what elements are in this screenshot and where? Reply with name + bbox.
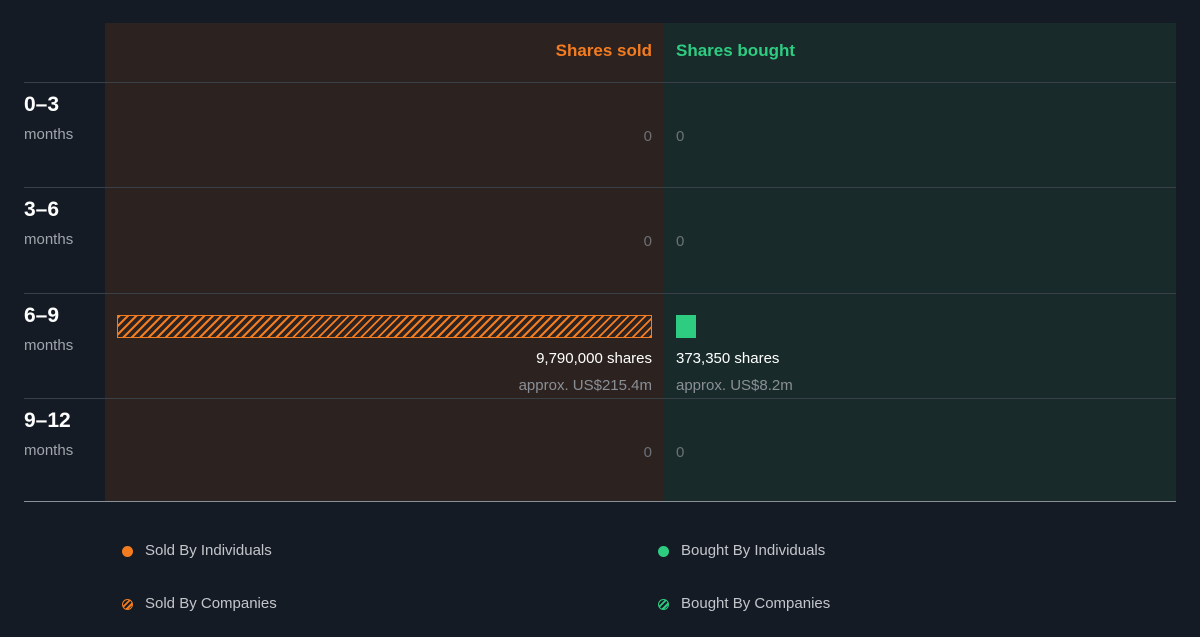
hatched-dot-icon: [658, 598, 669, 610]
bought-zero-value: 0: [676, 128, 685, 145]
bought-panel: [664, 23, 1176, 501]
bought-zero-value: 0: [676, 444, 685, 461]
bought-bar: [676, 315, 696, 338]
legend-label: Bought By Companies: [681, 595, 831, 612]
dot-icon: [122, 545, 133, 557]
hatched-dot-icon: [122, 598, 133, 610]
period-label: 0–3: [24, 93, 60, 116]
legend-item: Bought By Individuals: [658, 542, 825, 560]
chart-baseline: [24, 501, 1176, 502]
period-unit-label: months: [24, 337, 74, 354]
sold-zero-value: 0: [643, 128, 652, 145]
period-unit-label: months: [24, 126, 74, 143]
period-unit-label: months: [24, 231, 74, 248]
sold-zero-value: 0: [643, 444, 652, 461]
legend-label: Sold By Individuals: [145, 542, 272, 559]
period-label: 6–9: [24, 304, 60, 327]
sold-approx-value: approx. US$215.4m: [518, 377, 652, 394]
legend-label: Sold By Companies: [145, 595, 277, 612]
sold-shares-value: 9,790,000 shares: [536, 350, 652, 367]
dot-icon: [658, 545, 669, 557]
legend-item: Sold By Companies: [122, 595, 277, 613]
period-label: 9–12: [24, 409, 71, 432]
row-divider: [24, 82, 1176, 83]
row-divider: [24, 293, 1176, 294]
bought-zero-value: 0: [676, 233, 685, 250]
period-label: 3–6: [24, 198, 60, 221]
sold-panel: [105, 23, 664, 501]
sold-bar: [117, 315, 652, 338]
legend-label: Bought By Individuals: [681, 542, 826, 559]
bought-approx-value: approx. US$8.2m: [676, 377, 793, 394]
row-divider: [24, 187, 1176, 188]
bought-shares-value: 373,350 shares: [676, 350, 780, 367]
shares-sold-header: Shares sold: [555, 41, 652, 60]
row-divider: [24, 398, 1176, 399]
shares-bought-header: Shares bought: [676, 41, 796, 60]
legend-item: Bought By Companies: [658, 595, 830, 613]
sold-zero-value: 0: [643, 233, 652, 250]
legend-item: Sold By Individuals: [122, 542, 272, 560]
period-unit-label: months: [24, 442, 74, 459]
